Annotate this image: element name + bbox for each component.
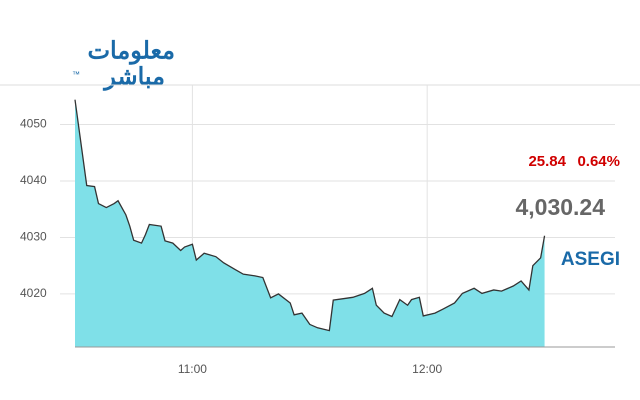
x-tick-label: 11:00 [178, 362, 207, 376]
area-fill [75, 99, 545, 348]
symbol: ASEGI [561, 249, 620, 270]
logo-mark: ™ [72, 70, 80, 79]
price-line [74, 99, 546, 332]
y-tick-label: 4050 [20, 117, 47, 131]
logo-line2: مباشر [102, 63, 165, 91]
change: 25.84 [528, 153, 566, 170]
y-tick-label: 4040 [20, 173, 47, 187]
x-tick-label: 12:00 [412, 362, 442, 376]
y-tick-label: 4020 [20, 286, 47, 300]
change-pct: 0.64% [577, 153, 620, 170]
price: 4,030.24 [515, 194, 605, 220]
y-tick-label: 4030 [20, 230, 47, 244]
logo-line1: معلومات [87, 37, 175, 65]
